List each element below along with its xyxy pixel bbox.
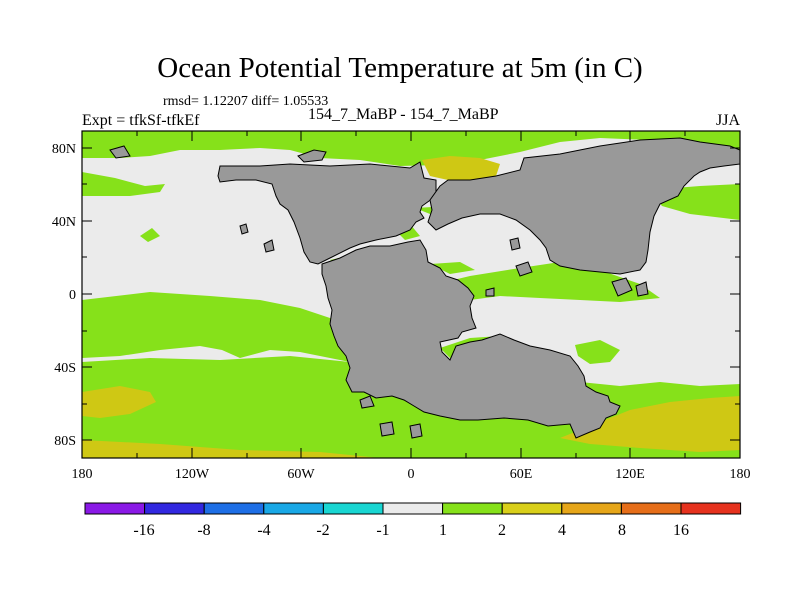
lat-label-40s: 40S (54, 361, 76, 376)
lat-label-40n: 40N (52, 215, 76, 230)
lat-label-80n: 80N (52, 142, 76, 157)
lon-label-120e: 120E (615, 467, 645, 482)
colorbar-label: -2 (316, 522, 329, 539)
colorbar-label: -4 (257, 522, 270, 539)
lon-labels: 180 120W 60W 0 60E 120E 180 (72, 467, 751, 482)
colorbar-swatch-6 (442, 502, 503, 515)
lat-labels: 80N 40N 0 40S 80S (52, 142, 76, 449)
colorbar-swatch-0 (84, 502, 146, 515)
plot-title: Ocean Potential Temperature at 5m (in C) (157, 52, 643, 84)
lon-label-60w: 60W (287, 467, 315, 482)
colorbar (84, 502, 742, 515)
experiment-label: Expt = tfkSf-tfkEf (82, 112, 200, 129)
lat-label-80s: 80S (54, 434, 76, 449)
lat-ticks (82, 147, 740, 441)
colorbar-swatch-7 (501, 502, 563, 515)
colorbar-label: 8 (618, 522, 626, 539)
colorbar-label: -16 (133, 522, 154, 539)
colorbar-label: 16 (673, 522, 689, 539)
lon-label-120w: 120W (175, 467, 210, 482)
period-label: 154_7_MaBP - 154_7_MaBP (308, 106, 499, 123)
lon-label-60e: 60E (510, 467, 533, 482)
lat-label-0: 0 (69, 288, 76, 303)
colorbar-label: -1 (376, 522, 389, 539)
lon-label-180e: 180 (730, 467, 751, 482)
colorbar-swatch-2 (203, 502, 265, 515)
colorbar-swatch-3 (263, 502, 324, 515)
lon-ticks (136, 131, 686, 458)
colorbar-label: -8 (197, 522, 210, 539)
lon-label-0: 0 (408, 467, 415, 482)
rmsd-diff-stats: rmsd= 1.12207 diff= 1.05533 (163, 94, 329, 109)
colorbar-swatch-4 (322, 502, 384, 515)
colorbar-swatch-8 (561, 502, 622, 515)
colorbar-label: 4 (558, 522, 566, 539)
season-label: JJA (716, 112, 741, 129)
colorbar-swatch-1 (144, 502, 205, 515)
lon-label-180w: 180 (72, 467, 93, 482)
land-mass (109, 137, 740, 439)
colorbar-label: 2 (498, 522, 506, 539)
colorbar-swatch-10 (680, 502, 742, 515)
warm-zone-2-4 (82, 156, 740, 458)
colorbar-label: 1 (439, 522, 447, 539)
colorbar-labels: -16 -8 -4 -2 -1 1 2 4 8 16 (133, 522, 689, 539)
colorbar-swatch-5 (382, 502, 444, 515)
colorbar-swatch-9 (620, 502, 682, 515)
